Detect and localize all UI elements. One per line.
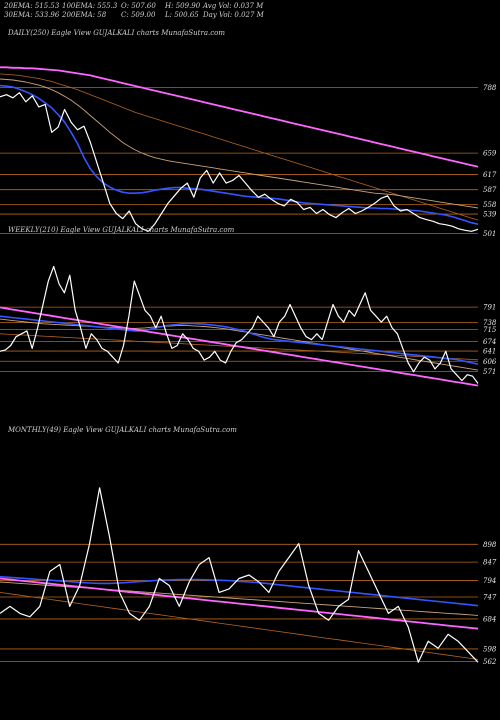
daily-ema-blue-line: [0, 84, 479, 225]
daily-ema-tan-line: [0, 78, 479, 209]
open-readout: O: 507.60: [121, 2, 156, 10]
weekly-level-label: 606: [483, 358, 497, 366]
high-readout: H: 509.90: [165, 2, 201, 10]
close-readout: C: 509.00: [121, 11, 156, 19]
low-readout: L: 500.65: [165, 11, 199, 19]
daily-level-label: 788: [483, 84, 497, 92]
weekly-level-label: 641: [483, 348, 496, 356]
weekly-ema-tan-line: [0, 318, 479, 371]
weekly-panel-title: WEEKLY(210) Eagle View GUJALKALI charts …: [8, 226, 235, 234]
daily-panel-title: DAILY(250) Eagle View GUJALKALI charts M…: [8, 29, 225, 37]
weekly-level-label: 571: [483, 368, 496, 376]
daily-level-label: 659: [483, 150, 497, 158]
ema20-readout: 20EMA: 515.53: [4, 2, 60, 10]
monthly-panel-title: MONTHLY(49) Eagle View GUJALKALI charts …: [8, 426, 237, 434]
ema30-readout: 30EMA: 533.96: [4, 11, 60, 19]
ema100-readout: 100EMA: 555.3: [62, 2, 118, 10]
daily-level-label: 558: [483, 201, 497, 209]
monthly-level-label: 684: [483, 615, 496, 623]
monthly-ema-brown-line: [0, 592, 479, 660]
monthly-ema-blue-line: [0, 575, 479, 607]
daily-level-label: 617: [483, 171, 497, 179]
monthly-level-label: 847: [483, 559, 497, 567]
weekly-level-label: 791: [483, 304, 496, 312]
avg-vol-readout: Avg Vol: 0.037 M: [203, 2, 264, 10]
monthly-level-label: 794: [483, 577, 496, 585]
ema200-readout: 200EMA: 58: [62, 11, 107, 19]
daily-level-label: 587: [483, 186, 497, 194]
monthly-price-line: [0, 487, 479, 663]
monthly-level-label: 598: [483, 645, 497, 653]
weekly-level-label: 674: [483, 338, 496, 346]
monthly-level-label: 747: [483, 593, 497, 601]
daily-price-line: [0, 92, 479, 232]
monthly-level-label: 898: [483, 541, 497, 549]
monthly-chart-panel: 898 847 794 747 684 598 562: [0, 487, 497, 666]
weekly-level-label: 715: [483, 326, 497, 334]
day-vol-readout: Day Vol: 0.027 M: [203, 11, 264, 19]
weekly-ema-magenta-line: [0, 306, 479, 387]
daily-level-label: 539: [483, 211, 497, 219]
daily-chart-panel: 788 659 617 587 558 539 501: [0, 66, 497, 238]
weekly-level-label: 738: [483, 319, 497, 327]
daily-ema-brown-line: [0, 73, 479, 221]
weekly-price-line: [0, 265, 479, 384]
daily-ema-magenta-line: [0, 66, 479, 168]
monthly-ema-magenta-line: [0, 577, 479, 630]
monthly-level-label: 562: [483, 658, 497, 666]
daily-level-label: 501: [483, 230, 496, 238]
